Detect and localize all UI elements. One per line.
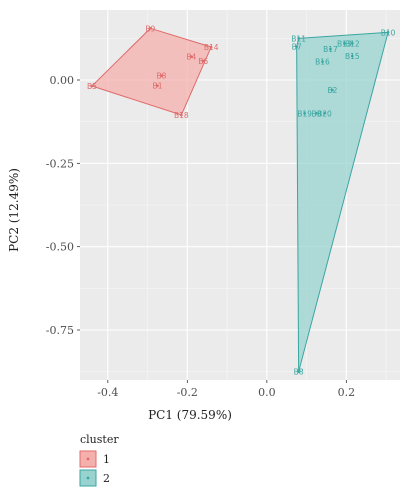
point-label-B8: B8 — [294, 368, 304, 377]
point-label-B10: B10 — [381, 28, 396, 37]
point-B14 — [209, 45, 213, 49]
x-tick-label: 0.2 — [338, 386, 356, 399]
point-label-B16: B16 — [315, 58, 330, 67]
point-B5 — [90, 84, 94, 88]
point-label-B5: B5 — [87, 82, 97, 91]
point-B12 — [350, 42, 354, 45]
y-axis-ticks: 0.00 -0.25 -0.50 -0.75 — [46, 74, 80, 337]
x-tick-label: -0.2 — [177, 386, 198, 399]
y-tick-label: -0.75 — [46, 324, 74, 337]
data-points — [90, 27, 390, 373]
point-label-B20: B20 — [317, 109, 332, 118]
point-B8 — [160, 74, 163, 77]
legend-entry-2: 2 — [79, 469, 110, 487]
legend-entry-1: 1 — [79, 450, 110, 468]
y-tick-label: 0.00 — [50, 74, 75, 87]
point-B1 — [156, 84, 159, 87]
point-label-B9: B9 — [145, 24, 155, 33]
point-B10 — [386, 31, 390, 34]
point-label-B3: B3 — [312, 109, 322, 118]
point-label-B15: B15 — [345, 52, 360, 61]
point-B15 — [350, 54, 354, 58]
legend-label-2: 2 — [103, 472, 110, 485]
y-tick-label: -0.25 — [46, 157, 74, 170]
point-label-B7: B7 — [292, 43, 302, 52]
x-axis-title: PC1 (79.59%) — [148, 408, 232, 422]
point-label-B11: B11 — [291, 34, 306, 43]
x-tick-label: -0.4 — [97, 386, 118, 399]
point-B8 — [297, 370, 300, 373]
y-tick-label: -0.50 — [46, 241, 74, 254]
y-axis-title: PC2 (12.49%) — [7, 168, 21, 252]
point-label-B14: B14 — [204, 43, 219, 52]
legend-label-1: 1 — [103, 453, 110, 466]
point-B11 — [297, 37, 300, 40]
point-B16 — [321, 60, 324, 63]
point-B19 — [303, 112, 306, 115]
legend: cluster 1 2 — [79, 433, 119, 487]
cluster-hulls — [90, 27, 389, 372]
point-B6 — [201, 59, 205, 63]
point-label-B6: B6 — [198, 57, 208, 66]
x-tick-label: 0.0 — [258, 386, 276, 399]
point-label-B19: B19 — [297, 109, 312, 118]
legend-key-dot-2 — [86, 476, 90, 480]
point-label-B18: B18 — [174, 111, 189, 120]
point-B9 — [149, 27, 152, 30]
point-B3 — [315, 112, 318, 115]
legend-title: cluster — [80, 433, 119, 446]
point-label-B2: B2 — [327, 86, 337, 95]
point-label-B13: B13 — [337, 39, 352, 48]
point-B2 — [331, 88, 334, 92]
x-axis-ticks: -0.4 -0.2 0.0 0.2 — [97, 380, 355, 399]
point-B13 — [343, 42, 346, 45]
point-label-B4: B4 — [186, 53, 196, 62]
point-label-B1: B1 — [153, 82, 163, 91]
point-B18 — [180, 113, 183, 117]
point-B7 — [295, 45, 298, 48]
point-label-B12: B12 — [345, 39, 360, 48]
point-B17 — [329, 47, 332, 51]
point-B4 — [190, 55, 193, 58]
point-B20 — [323, 112, 326, 115]
legend-key-dot-1 — [86, 457, 90, 461]
point-label-B8: B8 — [157, 72, 167, 81]
point-label-B17: B17 — [323, 45, 338, 54]
